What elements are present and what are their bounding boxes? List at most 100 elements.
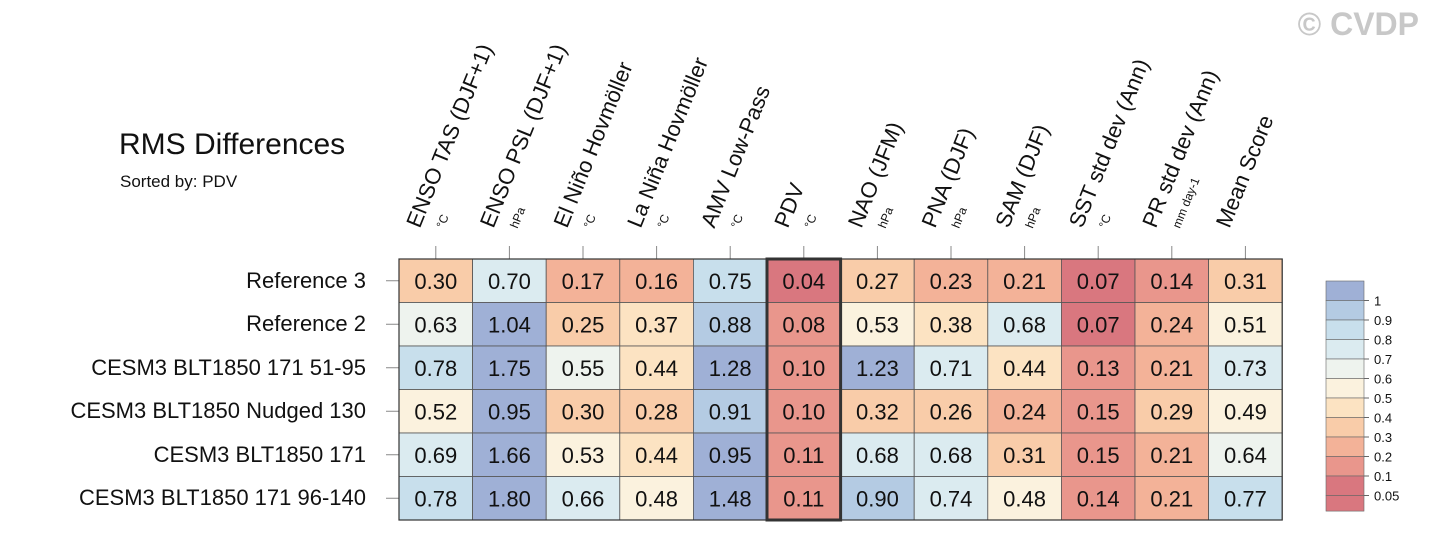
column-unit-label: °C (1096, 212, 1114, 230)
heatmap-cell (840, 345, 915, 390)
colorbar-swatch (1325, 436, 1365, 457)
heatmap-cell (1061, 476, 1136, 521)
cell-value-label: 0.21 (1150, 356, 1193, 381)
cell-value-label: 0.53 (562, 443, 605, 468)
column-unit-label: °C (581, 212, 599, 230)
cell-value-label: 0.14 (1077, 486, 1120, 511)
colorbar-swatch (1325, 417, 1365, 438)
cell-value-label: 0.55 (562, 356, 605, 381)
cell-value-label: 0.10 (782, 356, 825, 381)
row-label: CESM3 BLT1850 171 (153, 441, 366, 467)
heatmap-cell (619, 345, 694, 390)
colorbar-label: 0.1 (1374, 469, 1392, 484)
heatmap-cell (987, 258, 1062, 303)
cell-value-label: 0.29 (1150, 399, 1193, 424)
cell-value-label: 0.10 (782, 399, 825, 424)
cell-value-label: 0.95 (709, 443, 752, 468)
highlight-column-box (765, 257, 843, 522)
colorbar-swatch (1325, 475, 1365, 496)
colorbar-label: 0.3 (1374, 430, 1392, 445)
heatmap-cell (1061, 389, 1136, 434)
column-header: NAO (JFM) (843, 118, 908, 230)
row-label: CESM3 BLT1850 171 96-140 (79, 485, 366, 511)
cell-value-label: 0.11 (783, 486, 824, 511)
column-header-label: El Niño Hovmöller (548, 58, 637, 231)
cell-value-label: 0.48 (1003, 486, 1046, 511)
cell-value-label: 0.17 (562, 269, 605, 294)
cell-value-label: 0.16 (635, 269, 678, 294)
column-unit-label: hPa (949, 205, 970, 230)
row-label: CESM3 BLT1850 171 51-95 (91, 354, 366, 380)
cell-value-label: 0.14 (1150, 269, 1193, 294)
colorbar-label: 0.8 (1374, 333, 1392, 348)
heatmap-cell (472, 432, 547, 477)
cell-value-label: 0.26 (930, 399, 973, 424)
cell-value-label: 0.53 (856, 312, 899, 337)
cell-value-label: 0.13 (1077, 356, 1120, 381)
cell-value-label: 0.68 (1003, 312, 1046, 337)
colorbar-swatch (1325, 300, 1365, 321)
column-unit-label: °C (434, 212, 452, 230)
heatmap-cell (766, 389, 841, 434)
cell-value-label: 1.28 (709, 356, 752, 381)
column-header-label: Mean Score (1211, 112, 1279, 231)
heatmap-cell (1061, 302, 1136, 347)
column-header: Mean Score (1211, 112, 1279, 231)
column-unit-label: °C (654, 212, 672, 230)
column-header-label: SAM (DJF) (990, 121, 1054, 231)
cell-value-label: 0.38 (930, 312, 973, 337)
column-header-label: SST std dev (Ann) (1064, 55, 1154, 231)
column-unit-label: °C (802, 212, 820, 230)
heatmap-cell (840, 302, 915, 347)
cell-value-label: 0.07 (1077, 269, 1120, 294)
cell-value-label: 0.77 (1224, 486, 1267, 511)
column-header-label: La Niña Hovmöller (622, 54, 713, 231)
heatmap-cell (913, 345, 989, 390)
colorbar-label: 0.05 (1374, 489, 1399, 504)
copyright-watermark: © CVDP (1297, 6, 1419, 42)
heatmap-cell (398, 432, 473, 477)
cell-value-label: 1.23 (856, 356, 899, 381)
colorbar-swatch (1325, 280, 1365, 301)
heatmap-cell (840, 476, 915, 521)
colorbar-swatch (1325, 339, 1365, 360)
colorbar-label: 0.7 (1374, 352, 1392, 367)
cell-value-label: 0.23 (930, 269, 973, 294)
cell-value-label: 0.25 (562, 312, 605, 337)
row-label: Reference 2 (246, 311, 366, 337)
column-header: El Niño Hovmöller (548, 58, 637, 231)
cell-value-label: 0.11 (783, 443, 824, 468)
column-unit-label: °C (728, 212, 746, 230)
chart-subtitle: Sorted by: PDV (120, 172, 238, 191)
cell-value-label: 0.21 (1150, 443, 1193, 468)
heatmap-cell (987, 432, 1062, 477)
heatmap-cell (840, 432, 915, 477)
cell-value-label: 0.27 (856, 269, 899, 294)
cell-value-label: 0.21 (1150, 486, 1193, 511)
cell-value-label: 0.88 (709, 312, 752, 337)
heatmap-cell (619, 432, 694, 477)
heatmap-cell (619, 476, 694, 521)
cell-value-label: 0.07 (1077, 312, 1120, 337)
colorbar-label: 0.9 (1374, 313, 1392, 328)
cell-value-label: 1.80 (488, 486, 531, 511)
cell-value-label: 0.75 (709, 269, 752, 294)
cell-value-label: 0.21 (1003, 269, 1046, 294)
cell-value-label: 1.04 (488, 312, 531, 337)
cell-value-label: 0.74 (930, 486, 973, 511)
heatmap-cell (398, 476, 473, 521)
cell-value-label: 0.30 (562, 399, 605, 424)
cell-value-label: 0.37 (635, 312, 678, 337)
heatmap-cell (693, 432, 768, 477)
colorbar-label: 0.2 (1374, 450, 1392, 465)
cell-value-label: 1.48 (709, 486, 752, 511)
heatmap-cell (398, 345, 473, 390)
heatmap-cell (1061, 258, 1136, 303)
cell-value-label: 0.78 (414, 356, 457, 381)
heatmap-cell (1208, 389, 1283, 434)
heatmap-cell (1208, 302, 1283, 347)
cell-value-label: 0.08 (782, 312, 825, 337)
cell-value-label: 0.15 (1077, 399, 1120, 424)
cell-value-label: 0.68 (930, 443, 973, 468)
cell-value-label: 0.24 (1150, 312, 1193, 337)
